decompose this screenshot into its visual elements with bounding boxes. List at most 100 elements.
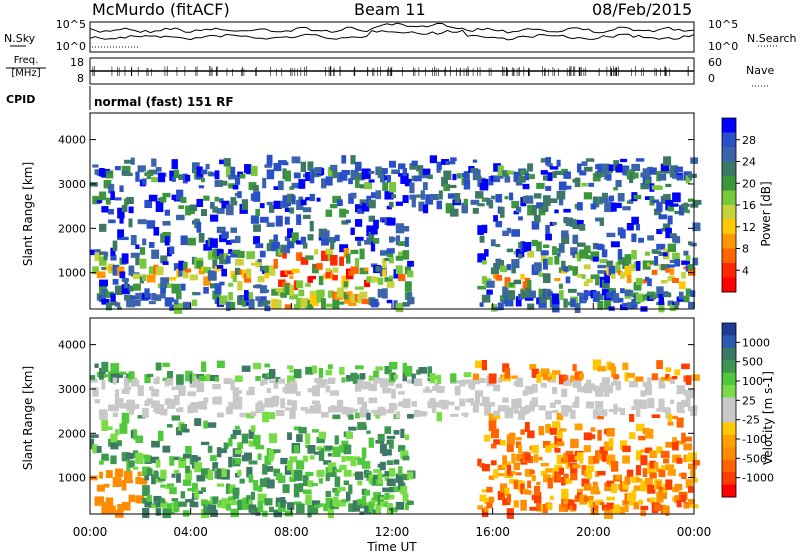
power-cell [316, 263, 323, 270]
power-cell [653, 250, 662, 255]
power-cell [436, 200, 443, 210]
power-cell [194, 292, 201, 296]
power-cell [490, 239, 496, 247]
velocity-cell [522, 408, 527, 416]
velocity-cell [241, 365, 251, 372]
power-cell [237, 281, 243, 291]
velocity-cell [293, 501, 302, 505]
power-cell [676, 174, 684, 181]
velocity-cell [477, 505, 484, 510]
cbar-tick-label: 16 [742, 199, 756, 212]
power-cell [375, 265, 382, 272]
power-cell [178, 205, 185, 209]
power-cell [296, 280, 304, 289]
power-cell [527, 279, 532, 288]
power-cell [123, 172, 133, 177]
velocity-cell [287, 460, 293, 471]
power-cell [547, 172, 553, 181]
power-cell [547, 291, 553, 297]
velocity-cell [388, 468, 396, 477]
velocity-cell [234, 375, 243, 382]
power-cell [427, 174, 433, 180]
power-cell [239, 173, 246, 179]
velocity-cell [99, 471, 104, 479]
power-cell [495, 220, 503, 228]
velocity-cell [681, 472, 687, 480]
velocity-cell [556, 412, 564, 421]
power-cell [515, 248, 525, 258]
power-cell [171, 176, 176, 182]
station-title: McMurdo (fitACF) [92, 0, 230, 19]
velocity-cell [592, 385, 599, 392]
power-cell [350, 293, 358, 303]
power-cell [615, 202, 622, 209]
power-cell [601, 192, 608, 199]
power-cell [658, 294, 665, 305]
velocity-cell [590, 427, 596, 432]
velocity-cell [592, 455, 600, 464]
velocity-cell [92, 387, 99, 397]
velocity-cell [194, 489, 200, 499]
velocity-cell [692, 405, 698, 411]
power-cell [325, 209, 333, 217]
cbar-cell [722, 459, 736, 473]
velocity-cell [112, 377, 118, 385]
power-cell [230, 301, 236, 310]
velocity-cell [352, 507, 361, 512]
power-cell [463, 198, 468, 206]
velocity-cell [393, 374, 398, 380]
velocity-cell [318, 367, 324, 378]
power-cell [687, 264, 694, 271]
velocity-cell [595, 401, 604, 410]
power-cell [198, 268, 205, 275]
nave-tick-top: 60 [708, 56, 722, 69]
power-cell [123, 159, 132, 164]
power-cell [343, 281, 349, 288]
velocity-cell [250, 491, 256, 500]
velocity-cell [536, 502, 542, 512]
velocity-cell [545, 445, 552, 453]
velocity-cell [135, 476, 141, 484]
power-cell [368, 215, 375, 222]
power-cell [576, 219, 584, 225]
velocity-cell [567, 378, 572, 386]
power-cell [561, 230, 569, 238]
power-cell [633, 172, 639, 179]
power-cell [606, 292, 616, 298]
power-cell [307, 276, 313, 283]
velocity-cell [545, 423, 551, 434]
power-cell [173, 263, 180, 271]
velocity-cell [266, 388, 272, 394]
velocity-cell [373, 370, 379, 382]
velocity-cell [475, 360, 484, 369]
velocity-cell [610, 381, 619, 386]
power-cell [620, 272, 625, 279]
velocity-cell [395, 501, 405, 510]
velocity-cell [499, 405, 509, 410]
power-cell [187, 209, 195, 215]
velocity-cell [531, 368, 540, 378]
velocity-cell [481, 396, 490, 403]
velocity-cell [185, 499, 194, 503]
velocity-cell [355, 471, 364, 480]
velocity-cell [588, 383, 595, 390]
cbar-cell [722, 190, 736, 206]
velocity-cell [255, 375, 261, 381]
power-cell [200, 209, 208, 216]
power-cell [565, 185, 572, 190]
velocity-cell [651, 414, 661, 418]
velocity-cell [665, 367, 672, 373]
velocity-cell [552, 386, 558, 395]
velocity-cell [130, 404, 140, 409]
velocity-cell [481, 489, 488, 493]
velocity-cell [533, 485, 541, 496]
power-cell [576, 251, 582, 262]
power-cell [595, 217, 604, 222]
velocity-cell [144, 475, 149, 481]
cbar-tick-label: 25 [742, 394, 756, 407]
velocity-cell [101, 420, 109, 431]
power-cell [658, 173, 667, 181]
power-cell [472, 169, 481, 181]
power-cell [117, 229, 125, 238]
velocity-cell [311, 500, 321, 506]
